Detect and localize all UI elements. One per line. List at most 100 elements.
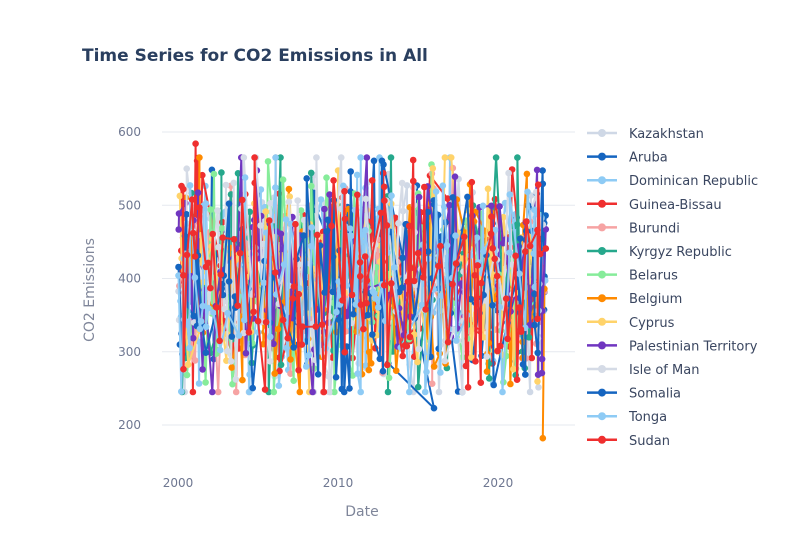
plot-area: [175, 140, 550, 442]
data-point: [175, 272, 182, 279]
data-point: [214, 388, 222, 396]
legend-label: Tonga: [628, 410, 667, 425]
data-point: [284, 334, 292, 342]
data-point: [363, 277, 371, 284]
legend[interactable]: Kazakhstan Aruba Dominican Republic Guinea-…: [587, 127, 758, 449]
data-point: [277, 154, 284, 161]
data-point: [250, 308, 257, 316]
data-point: [380, 183, 388, 191]
legend-item[interactable]: Belarus: [587, 269, 678, 284]
data-point: [329, 288, 337, 296]
data-point: [362, 226, 369, 234]
y-tick-label: 200: [118, 418, 141, 432]
chart-title: Time Series for CO2 Emissions in All: [82, 46, 428, 66]
data-point: [339, 297, 346, 304]
data-point: [199, 302, 207, 310]
data-point: [225, 200, 233, 207]
data-point: [196, 154, 203, 161]
data-point: [213, 304, 220, 311]
data-point: [380, 281, 388, 289]
legend-item[interactable]: Isle of Man: [587, 363, 699, 378]
data-point: [363, 154, 371, 161]
legend-swatch-marker: [598, 388, 606, 397]
data-point: [202, 349, 210, 357]
data-point: [533, 166, 541, 174]
legend-item[interactable]: Aruba: [587, 151, 668, 166]
legend-item[interactable]: Burundi: [587, 221, 680, 236]
legend-item[interactable]: Kyrgyz Republic: [587, 245, 732, 260]
data-point: [216, 346, 224, 354]
data-point: [329, 253, 337, 261]
data-point: [357, 154, 365, 161]
legend-label: Isle of Man: [629, 363, 699, 378]
data-point: [526, 388, 534, 396]
data-point: [484, 185, 492, 193]
data-point: [487, 230, 495, 238]
data-point: [331, 388, 338, 396]
data-point: [531, 321, 538, 329]
data-point: [218, 225, 226, 232]
data-point: [333, 308, 340, 316]
legend-item[interactable]: Belgium: [587, 292, 682, 307]
data-point: [230, 236, 238, 243]
data-point: [538, 369, 546, 377]
data-point: [519, 361, 527, 368]
legend-item[interactable]: Kazakhstan: [587, 127, 704, 142]
data-point: [180, 272, 187, 279]
data-point: [493, 272, 501, 280]
data-point: [210, 170, 218, 178]
data-point: [415, 193, 423, 201]
data-point: [275, 382, 283, 390]
data-point: [262, 208, 270, 215]
data-point: [490, 381, 498, 389]
data-point: [479, 202, 487, 210]
data-point: [175, 226, 182, 233]
data-point: [207, 206, 214, 213]
legend-item[interactable]: Dominican Republic: [587, 174, 758, 189]
data-point: [523, 170, 531, 178]
data-point: [297, 207, 305, 214]
data-point: [460, 233, 468, 241]
data-point: [534, 378, 541, 385]
data-point: [188, 196, 196, 203]
data-point: [283, 344, 291, 352]
legend-item[interactable]: Palestinian Territory: [587, 339, 758, 354]
legend-item[interactable]: Somalia: [587, 387, 681, 402]
data-point: [323, 174, 330, 181]
data-point: [507, 380, 514, 388]
data-point: [443, 242, 451, 249]
legend-swatch-marker: [598, 365, 606, 373]
legend-item[interactable]: Cyprus: [587, 316, 675, 331]
legend-label: Sudan: [629, 434, 670, 449]
data-point: [290, 377, 298, 385]
data-point: [414, 249, 422, 257]
data-point: [262, 318, 270, 326]
data-point: [437, 369, 444, 376]
data-point: [496, 203, 503, 210]
data-point: [395, 220, 402, 227]
data-point: [235, 332, 243, 339]
data-point: [186, 344, 193, 352]
legend-item[interactable]: Tonga: [587, 410, 667, 425]
legend-item[interactable]: Guinea-Bissau: [587, 198, 722, 213]
data-point: [218, 169, 225, 176]
data-point: [280, 261, 288, 268]
data-point: [473, 234, 481, 241]
data-point: [488, 202, 495, 210]
data-point: [364, 311, 372, 319]
data-point: [257, 186, 265, 193]
legend-item[interactable]: Sudan: [587, 434, 670, 449]
data-point: [232, 376, 240, 383]
data-point: [407, 264, 415, 272]
data-point: [357, 388, 365, 396]
data-point: [191, 253, 199, 260]
data-point: [277, 361, 285, 369]
data-point: [241, 174, 249, 181]
data-point: [224, 309, 231, 317]
data-point: [303, 175, 311, 182]
data-point: [516, 235, 524, 242]
data-point: [318, 321, 326, 329]
data-point: [387, 154, 395, 161]
data-point: [178, 388, 185, 395]
